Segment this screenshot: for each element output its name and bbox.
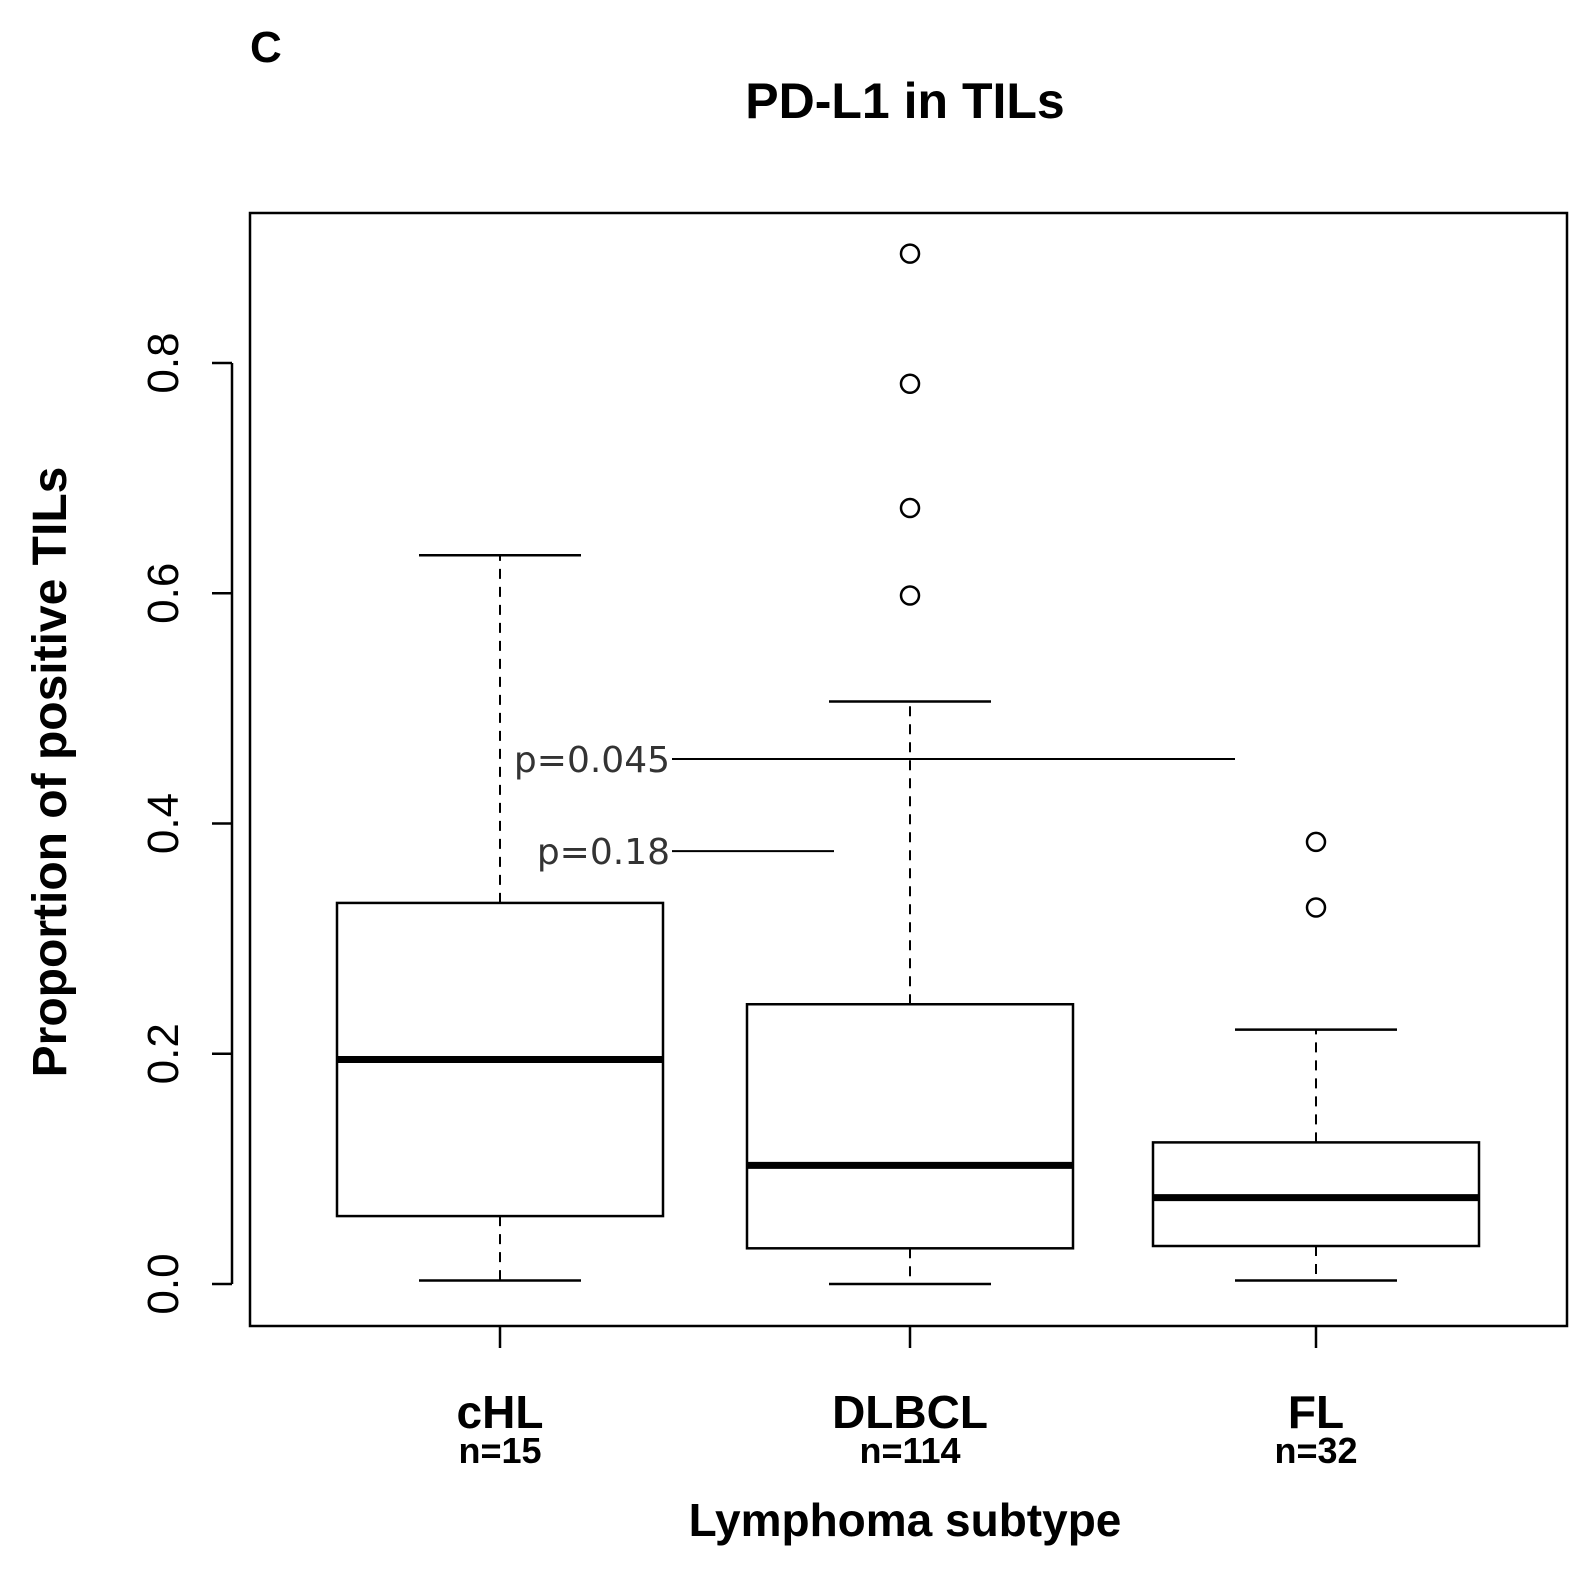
p-value-label: p=0.18 [537,832,670,873]
box-dlbcl [745,243,1075,1286]
x-axis-label: Lymphoma subtype [689,1494,1122,1546]
outlier-point [899,497,921,519]
box-chl [335,554,665,1282]
sample-size-label: n=15 [458,1430,541,1471]
outlier-point [1305,831,1327,853]
y-tick-label: 0.4 [139,793,188,854]
x-tick-label: DLBCL [832,1386,988,1438]
y-tick-label: 0.6 [139,563,188,624]
y-tick-label: 0.2 [139,1023,188,1084]
boxes-group [335,243,1481,1286]
iqr-box [745,1002,1075,1250]
y-axis: 0.0 0.2 0.4 0.6 0.8 [139,332,234,1315]
plot-frame [248,211,1569,1328]
sample-size-label: n=114 [859,1430,960,1471]
x-tick-label: FL [1288,1386,1344,1438]
p-value-label: p=0.045 [514,740,670,781]
outlier-point [899,373,921,394]
sample-size-label: n=32 [1274,1430,1357,1471]
outlier-point [899,585,921,606]
outlier-point [899,243,921,264]
box-fl [1151,831,1481,1282]
panel-label: C [250,23,282,72]
y-tick-label: 0.8 [139,332,188,393]
y-tick-label: 0.0 [139,1253,188,1314]
outlier-point [1305,897,1327,918]
annotations-group: p=0.045 p=0.18 [514,740,1235,873]
y-axis-label: Proportion of positive TILs [24,467,77,1078]
x-tick-label: cHL [457,1386,544,1438]
chart-title: PD-L1 in TILs [745,73,1064,129]
